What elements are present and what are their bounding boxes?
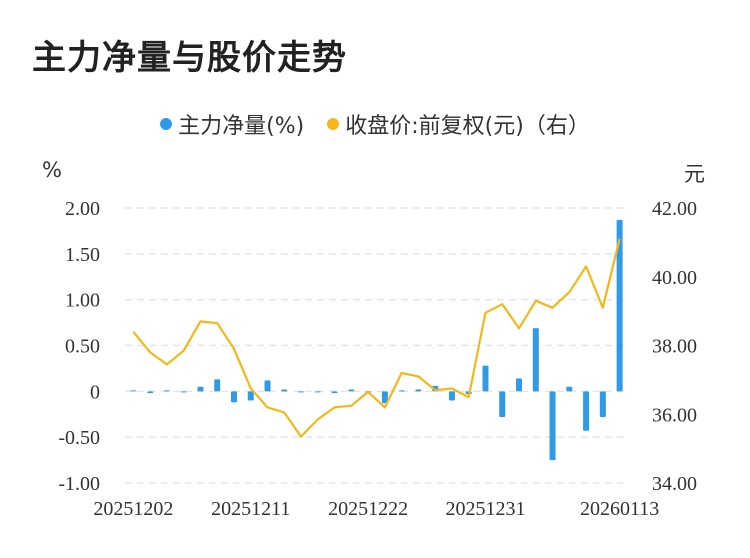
legend-label-close-price: 收盘价:前复权(元)（右）	[345, 114, 590, 139]
left-tick-label: 1.50	[65, 244, 100, 266]
bar	[415, 389, 422, 392]
bar	[298, 391, 305, 393]
bar	[130, 390, 137, 392]
bar	[482, 365, 489, 392]
bar	[147, 391, 154, 394]
left-tick-label: 0	[90, 381, 100, 403]
x-axis-ticks: 20251202 20251211 20251222 20251231 20260113	[93, 498, 659, 520]
legend-dot-line	[327, 118, 340, 130]
bar	[448, 391, 455, 401]
right-axis-unit: 元	[684, 162, 705, 186]
left-tick-label: -1.00	[58, 473, 100, 495]
bar	[532, 328, 539, 392]
bar	[381, 391, 388, 404]
bar	[549, 391, 556, 461]
bar	[616, 219, 623, 392]
left-axis-unit: %	[42, 158, 62, 182]
chart-title: 主力净量与股价走势	[32, 38, 347, 78]
right-tick-label: 42.00	[652, 198, 697, 220]
x-tick-label: 20251231	[445, 498, 525, 520]
bar	[281, 389, 288, 392]
left-tick-label: -0.50	[58, 427, 100, 449]
bar	[314, 391, 321, 393]
bar-series	[130, 219, 623, 461]
bar	[180, 391, 187, 393]
right-axis-ticks: 42.00 40.00 38.00 36.00 34.00	[652, 198, 697, 495]
bar	[499, 391, 506, 417]
x-tick-label: 20251202	[93, 498, 173, 520]
left-tick-label: 2.00	[65, 198, 100, 220]
legend-item-net-volume[interactable]: 主力净量(%)	[160, 108, 304, 140]
bar	[566, 386, 573, 392]
bar	[583, 391, 590, 431]
bar	[348, 389, 355, 392]
bar	[264, 380, 271, 392]
right-tick-label: 36.00	[652, 404, 697, 426]
legend-label-net-volume: 主力净量(%)	[178, 114, 305, 139]
line-series	[132, 238, 621, 438]
bar	[398, 390, 405, 392]
bar	[214, 379, 221, 392]
bar	[599, 391, 606, 417]
bar	[197, 386, 204, 392]
x-tick-label: 20251222	[328, 498, 408, 520]
left-tick-label: 1.00	[65, 290, 100, 312]
bar	[516, 378, 523, 392]
bar	[331, 391, 338, 394]
bar	[163, 390, 170, 392]
legend: 主力净量(%) 收盘价:前复权(元)（右）	[0, 108, 750, 140]
price-line	[132, 238, 621, 438]
x-tick-label: 20260113	[580, 498, 659, 520]
right-tick-label: 38.00	[652, 336, 697, 358]
x-tick-label: 20251211	[211, 498, 290, 520]
right-tick-label: 40.00	[652, 267, 697, 289]
legend-dot-bar	[160, 118, 173, 130]
left-axis-ticks: 2.00 1.50 1.00 0.50 0 -0.50 -1.00	[58, 198, 100, 495]
bar	[230, 391, 237, 403]
right-tick-label: 34.00	[652, 473, 697, 495]
left-tick-label: 0.50	[65, 336, 100, 358]
bar	[247, 391, 254, 401]
legend-item-close-price[interactable]: 收盘价:前复权(元)（右）	[327, 108, 590, 140]
